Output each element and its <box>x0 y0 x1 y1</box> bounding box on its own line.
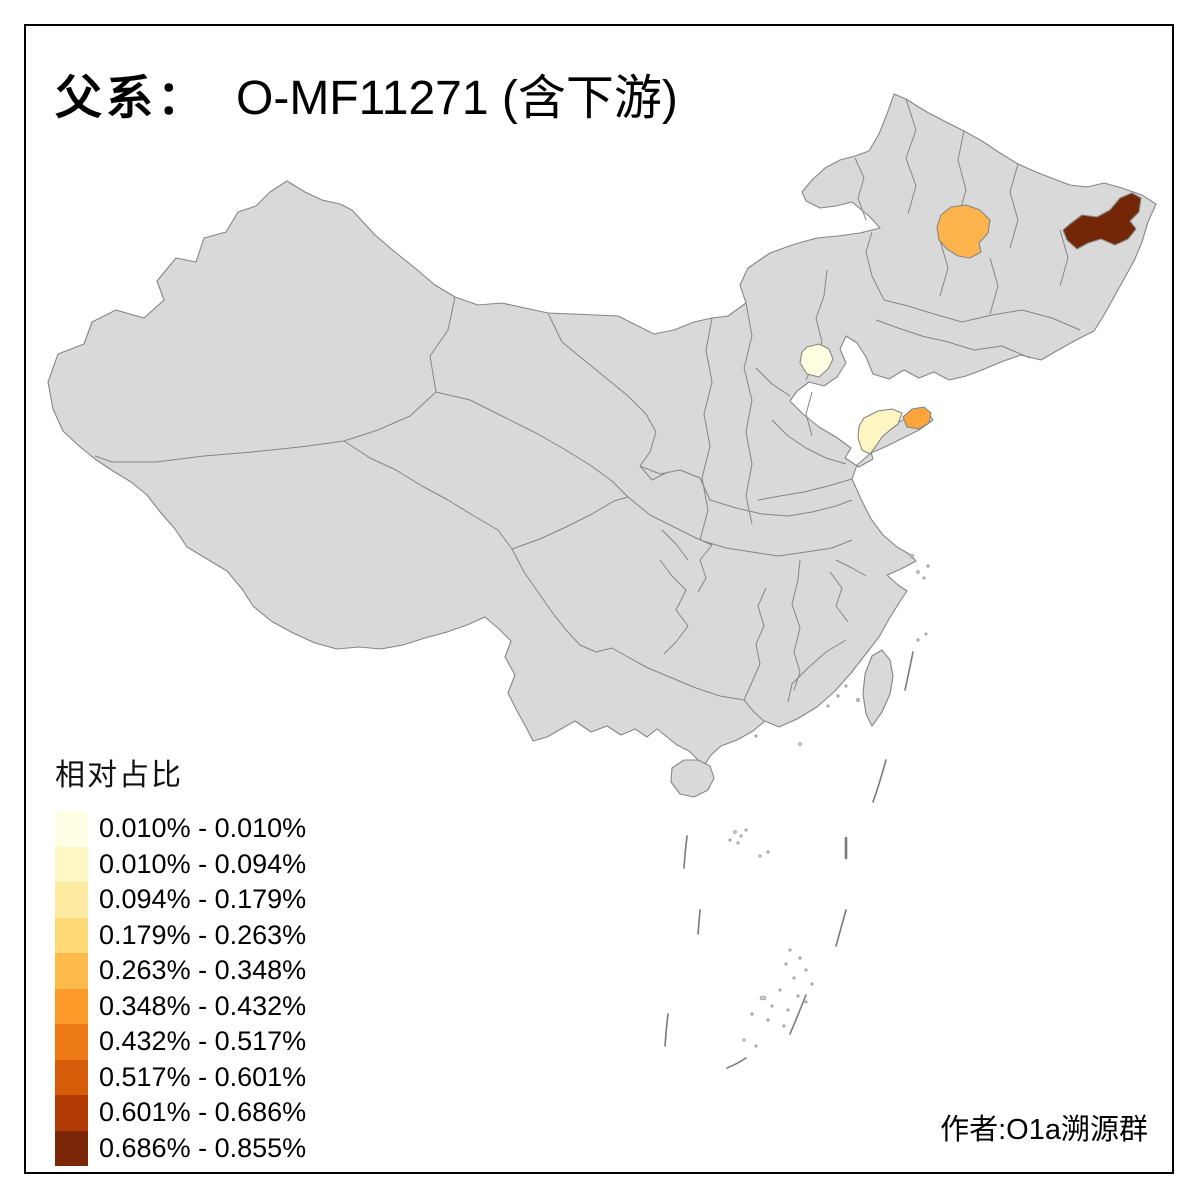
legend-row: 0.348% - 0.432% <box>55 988 307 1024</box>
legend-label: 0.263% - 0.348% <box>99 955 307 986</box>
legend-swatch <box>55 1095 88 1131</box>
legend-label: 0.517% - 0.601% <box>99 1061 307 1092</box>
author-credit: 作者:O1a溯源群 <box>940 1114 1148 1146</box>
legend-swatch <box>55 882 88 918</box>
page-title: 父系： O-MF11271 (含下游) <box>55 58 678 128</box>
legend-row: 0.010% - 0.010% <box>55 811 306 847</box>
legend-label: 0.601% - 0.686% <box>99 1097 307 1128</box>
legend-label: 0.010% - 0.094% <box>99 848 307 879</box>
legend-row: 0.601% - 0.686% <box>55 1095 306 1131</box>
title-prefix: 父系： <box>55 73 208 125</box>
highlight-region-shandong-west <box>857 408 903 455</box>
legend-rows: 0.010% - 0.010% 0.010% - 0.094% 0.094% -… <box>55 811 306 1166</box>
legend-swatch <box>55 811 88 847</box>
legend-row: 0.263% - 0.348% <box>55 953 306 989</box>
legend-row: 0.686% - 0.855% <box>55 1130 307 1166</box>
legend-swatch <box>55 917 88 953</box>
legend-swatch <box>55 1130 88 1166</box>
taiwan-island <box>862 649 894 727</box>
legend-label: 0.432% - 0.517% <box>99 1026 307 1057</box>
legend-row: 0.094% - 0.179% <box>55 882 306 918</box>
legend-title: 相对占比 <box>55 759 183 792</box>
province-borders <box>94 98 1081 722</box>
island-specks <box>728 554 930 1048</box>
highlight-region-beijing <box>799 343 834 378</box>
highlight-region-northeast-central <box>936 204 991 259</box>
legend-row: 0.010% - 0.094% <box>55 846 307 882</box>
legend-label: 0.010% - 0.010% <box>99 813 307 844</box>
legend-label: 0.686% - 0.855% <box>99 1132 307 1163</box>
legend-swatch <box>55 988 88 1024</box>
mainland-outline <box>47 93 1157 768</box>
legend: 相对占比 0.010% - 0.010% 0.010% - 0.094% 0.0… <box>55 750 306 1166</box>
legend-swatch <box>55 953 88 989</box>
map-frame <box>24 24 1174 1174</box>
hainan-island <box>670 759 715 798</box>
highlight-region-northeast-far-east <box>1062 192 1142 250</box>
legend-label: 0.348% - 0.432% <box>99 990 307 1021</box>
land-layer <box>47 93 1157 798</box>
nine-dash-line <box>664 651 914 1069</box>
legend-label: 0.179% - 0.263% <box>99 919 307 950</box>
legend-label: 0.094% - 0.179% <box>99 884 307 915</box>
legend-row: 0.432% - 0.517% <box>55 1024 306 1060</box>
legend-row: 0.179% - 0.263% <box>55 917 307 953</box>
highlight-region-shandong-east <box>902 406 932 430</box>
title-text: O-MF11271 (含下游) <box>236 72 678 125</box>
legend-swatch <box>55 1024 88 1060</box>
legend-swatch <box>55 846 88 882</box>
legend-swatch <box>55 1059 88 1095</box>
legend-row: 0.517% - 0.601% <box>55 1059 307 1095</box>
